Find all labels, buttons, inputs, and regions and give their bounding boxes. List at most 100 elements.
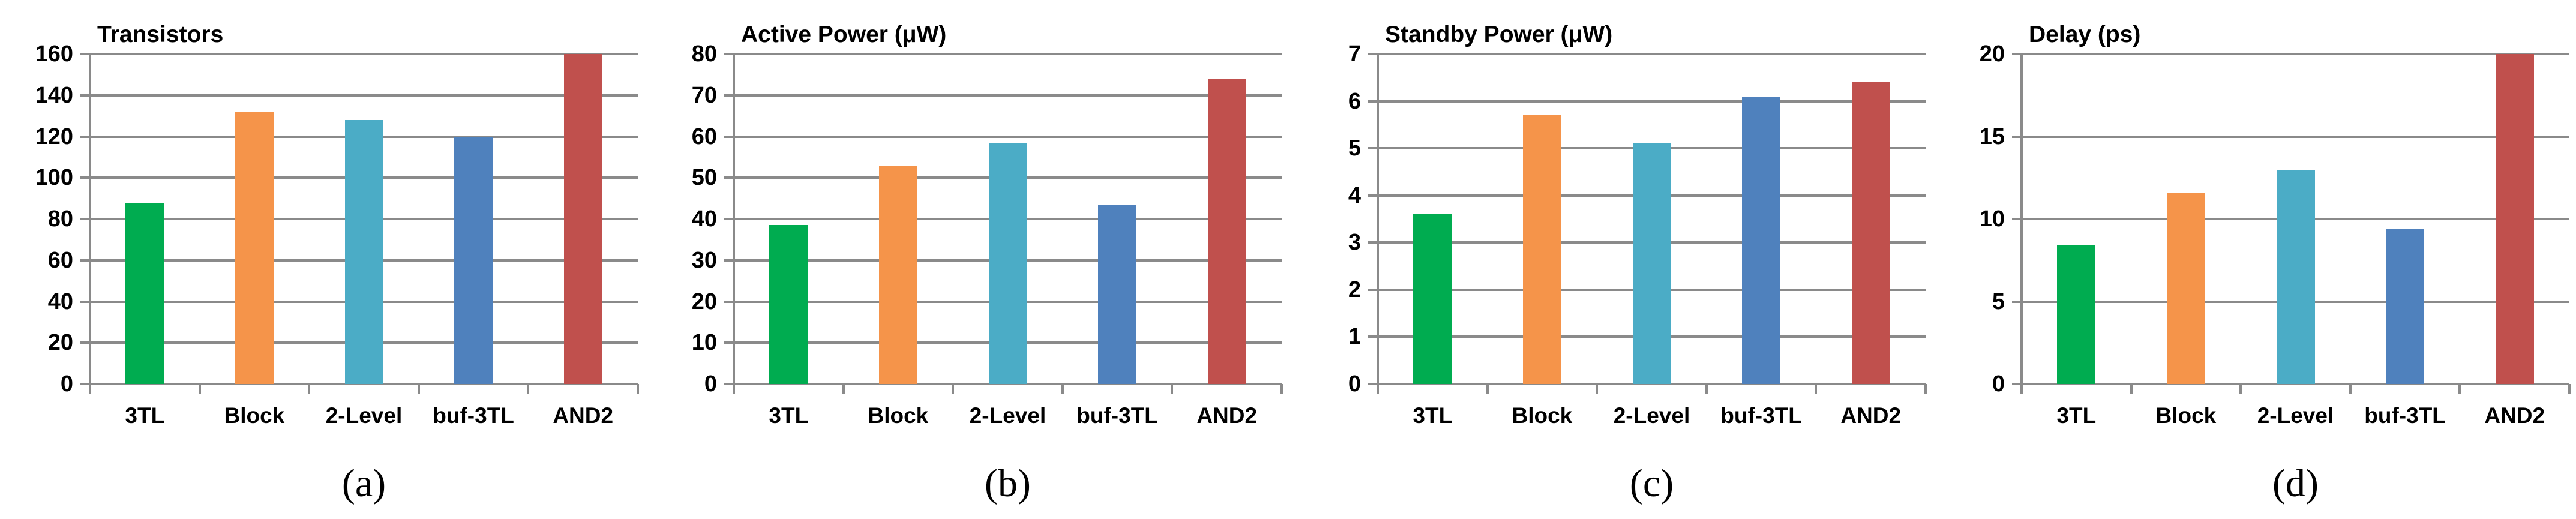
y-tick-label: 40 bbox=[47, 289, 73, 314]
y-tick-label: 3 bbox=[1348, 230, 1361, 256]
gridline bbox=[1368, 53, 1926, 55]
y-tick-label: 60 bbox=[47, 247, 73, 273]
x-category-label: AND2 bbox=[553, 403, 614, 428]
bar-3TL bbox=[125, 202, 164, 384]
x-category-label: buf-3TL bbox=[1720, 403, 1802, 428]
x-category-label: 2-Level bbox=[1613, 403, 1690, 428]
gridline bbox=[724, 53, 1282, 55]
x-axis-tick bbox=[1596, 384, 1599, 394]
gridline bbox=[2012, 53, 2569, 55]
chart-panel-active-power: Active Power (μW) (b) 0 10 20 30 40 50 60 70 80 3… bbox=[644, 0, 1288, 519]
x-category-label: 3TL bbox=[125, 403, 165, 428]
y-tick-label: 15 bbox=[1979, 124, 2005, 149]
y-tick-label: 7 bbox=[1348, 41, 1361, 67]
gridline bbox=[80, 53, 638, 55]
bar-Block bbox=[878, 165, 917, 384]
y-tick-label: 10 bbox=[1979, 206, 2005, 232]
y-tick-label: 5 bbox=[1348, 136, 1361, 161]
x-axis-tick bbox=[842, 384, 845, 394]
y-tick-label: 120 bbox=[35, 124, 73, 149]
y-tick-label: 20 bbox=[691, 289, 717, 314]
bar-3TL bbox=[769, 225, 808, 384]
bar-Block bbox=[1522, 115, 1561, 384]
bar-Block bbox=[2166, 193, 2205, 384]
x-axis-tick bbox=[1171, 384, 1174, 394]
bar-3TL bbox=[1413, 214, 1452, 384]
chart-title: Active Power (μW) bbox=[741, 22, 947, 47]
x-category-label: 2-Level bbox=[969, 403, 1046, 428]
x-category-label: 2-Level bbox=[325, 403, 403, 428]
x-axis-tick bbox=[2130, 384, 2133, 394]
bar-AND2 bbox=[1851, 82, 1890, 384]
x-category-label: buf-3TL bbox=[2364, 403, 2446, 428]
x-axis-tick bbox=[952, 384, 955, 394]
y-tick-label: 0 bbox=[1992, 371, 2005, 397]
subfigure-caption: (c) bbox=[1629, 461, 1674, 505]
bar-2-Level bbox=[344, 120, 383, 384]
x-category-label: Block bbox=[868, 403, 929, 428]
y-tick-label: 5 bbox=[1992, 289, 2005, 314]
y-tick-label: 2 bbox=[1348, 277, 1361, 302]
x-category-label: 3TL bbox=[769, 403, 809, 428]
bar-buf-3TL bbox=[454, 136, 493, 384]
y-tick-label: 40 bbox=[691, 206, 717, 232]
y-tick-label: 0 bbox=[1348, 371, 1361, 397]
y-axis-line bbox=[733, 54, 735, 394]
chart-title: Delay (ps) bbox=[2029, 22, 2141, 47]
bar-2-Level bbox=[2276, 169, 2315, 384]
bar-2-Level bbox=[988, 142, 1027, 384]
x-axis-tick bbox=[1705, 384, 1708, 394]
chart-panel-delay: Delay (ps) (d) 0 5 10 15 20 3TL Block 2-Level bu… bbox=[1932, 0, 2575, 519]
y-tick-label: 160 bbox=[35, 41, 73, 67]
bar-AND2 bbox=[2495, 54, 2534, 384]
x-category-label: AND2 bbox=[1196, 403, 1258, 428]
gridline bbox=[80, 94, 638, 97]
bar-AND2 bbox=[1207, 79, 1246, 384]
x-axis-tick bbox=[2239, 384, 2242, 394]
y-tick-label: 20 bbox=[47, 330, 73, 356]
x-axis-tick bbox=[2568, 384, 2571, 394]
y-axis-line bbox=[89, 54, 91, 394]
x-axis-tick bbox=[2458, 384, 2461, 394]
bar-2-Level bbox=[1632, 143, 1671, 384]
x-category-label: 3TL bbox=[1413, 403, 1453, 428]
gridline bbox=[80, 383, 638, 385]
y-tick-label: 1 bbox=[1348, 324, 1361, 350]
x-axis-tick bbox=[1924, 384, 1927, 394]
x-category-label: AND2 bbox=[1840, 403, 1902, 428]
x-axis-tick bbox=[1280, 384, 1283, 394]
gridline bbox=[1368, 383, 1926, 385]
x-axis-tick bbox=[198, 384, 201, 394]
x-axis-tick bbox=[1486, 384, 1489, 394]
x-category-label: buf-3TL bbox=[433, 403, 514, 428]
y-tick-label: 50 bbox=[691, 165, 717, 191]
bar-buf-3TL bbox=[1742, 96, 1781, 384]
x-category-label: Block bbox=[1512, 403, 1573, 428]
y-tick-label: 6 bbox=[1348, 88, 1361, 114]
y-tick-label: 10 bbox=[691, 330, 717, 356]
y-tick-label: 140 bbox=[35, 82, 73, 108]
x-axis-tick bbox=[2349, 384, 2352, 394]
gridline bbox=[724, 135, 1282, 138]
x-axis-tick bbox=[527, 384, 530, 394]
y-tick-label: 70 bbox=[691, 82, 717, 108]
chart-title: Standby Power (μW) bbox=[1385, 22, 1613, 47]
subfigure-caption: (b) bbox=[985, 461, 1031, 505]
subfigure-caption: (a) bbox=[341, 461, 386, 505]
subfigure-caption: (d) bbox=[2272, 461, 2319, 505]
y-axis-line bbox=[2020, 54, 2023, 394]
x-axis-tick bbox=[1061, 384, 1064, 394]
gridline bbox=[724, 94, 1282, 97]
y-tick-label: 4 bbox=[1348, 182, 1361, 208]
y-tick-label: 0 bbox=[704, 371, 717, 397]
gridline bbox=[2012, 135, 2569, 138]
bar-Block bbox=[235, 112, 274, 384]
y-tick-label: 30 bbox=[691, 247, 717, 273]
y-tick-label: 80 bbox=[47, 206, 73, 232]
x-category-label: buf-3TL bbox=[1076, 403, 1158, 428]
x-axis-tick bbox=[637, 384, 639, 394]
bar-AND2 bbox=[563, 54, 602, 384]
x-category-label: 2-Level bbox=[2257, 403, 2334, 428]
y-tick-label: 0 bbox=[60, 371, 73, 397]
